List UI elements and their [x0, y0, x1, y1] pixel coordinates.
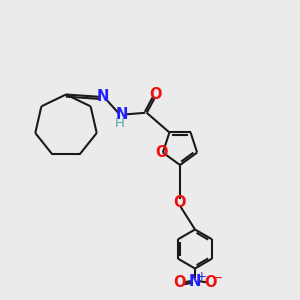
Text: N: N — [116, 107, 128, 122]
Text: N: N — [96, 89, 109, 104]
Text: O: O — [149, 87, 161, 102]
Text: O: O — [155, 145, 167, 160]
Text: O: O — [204, 275, 217, 290]
Text: +: + — [197, 270, 206, 283]
Text: O: O — [173, 275, 186, 290]
Text: N: N — [189, 274, 201, 289]
Text: −: − — [212, 272, 223, 285]
Text: H: H — [115, 117, 124, 130]
Text: O: O — [174, 195, 186, 210]
